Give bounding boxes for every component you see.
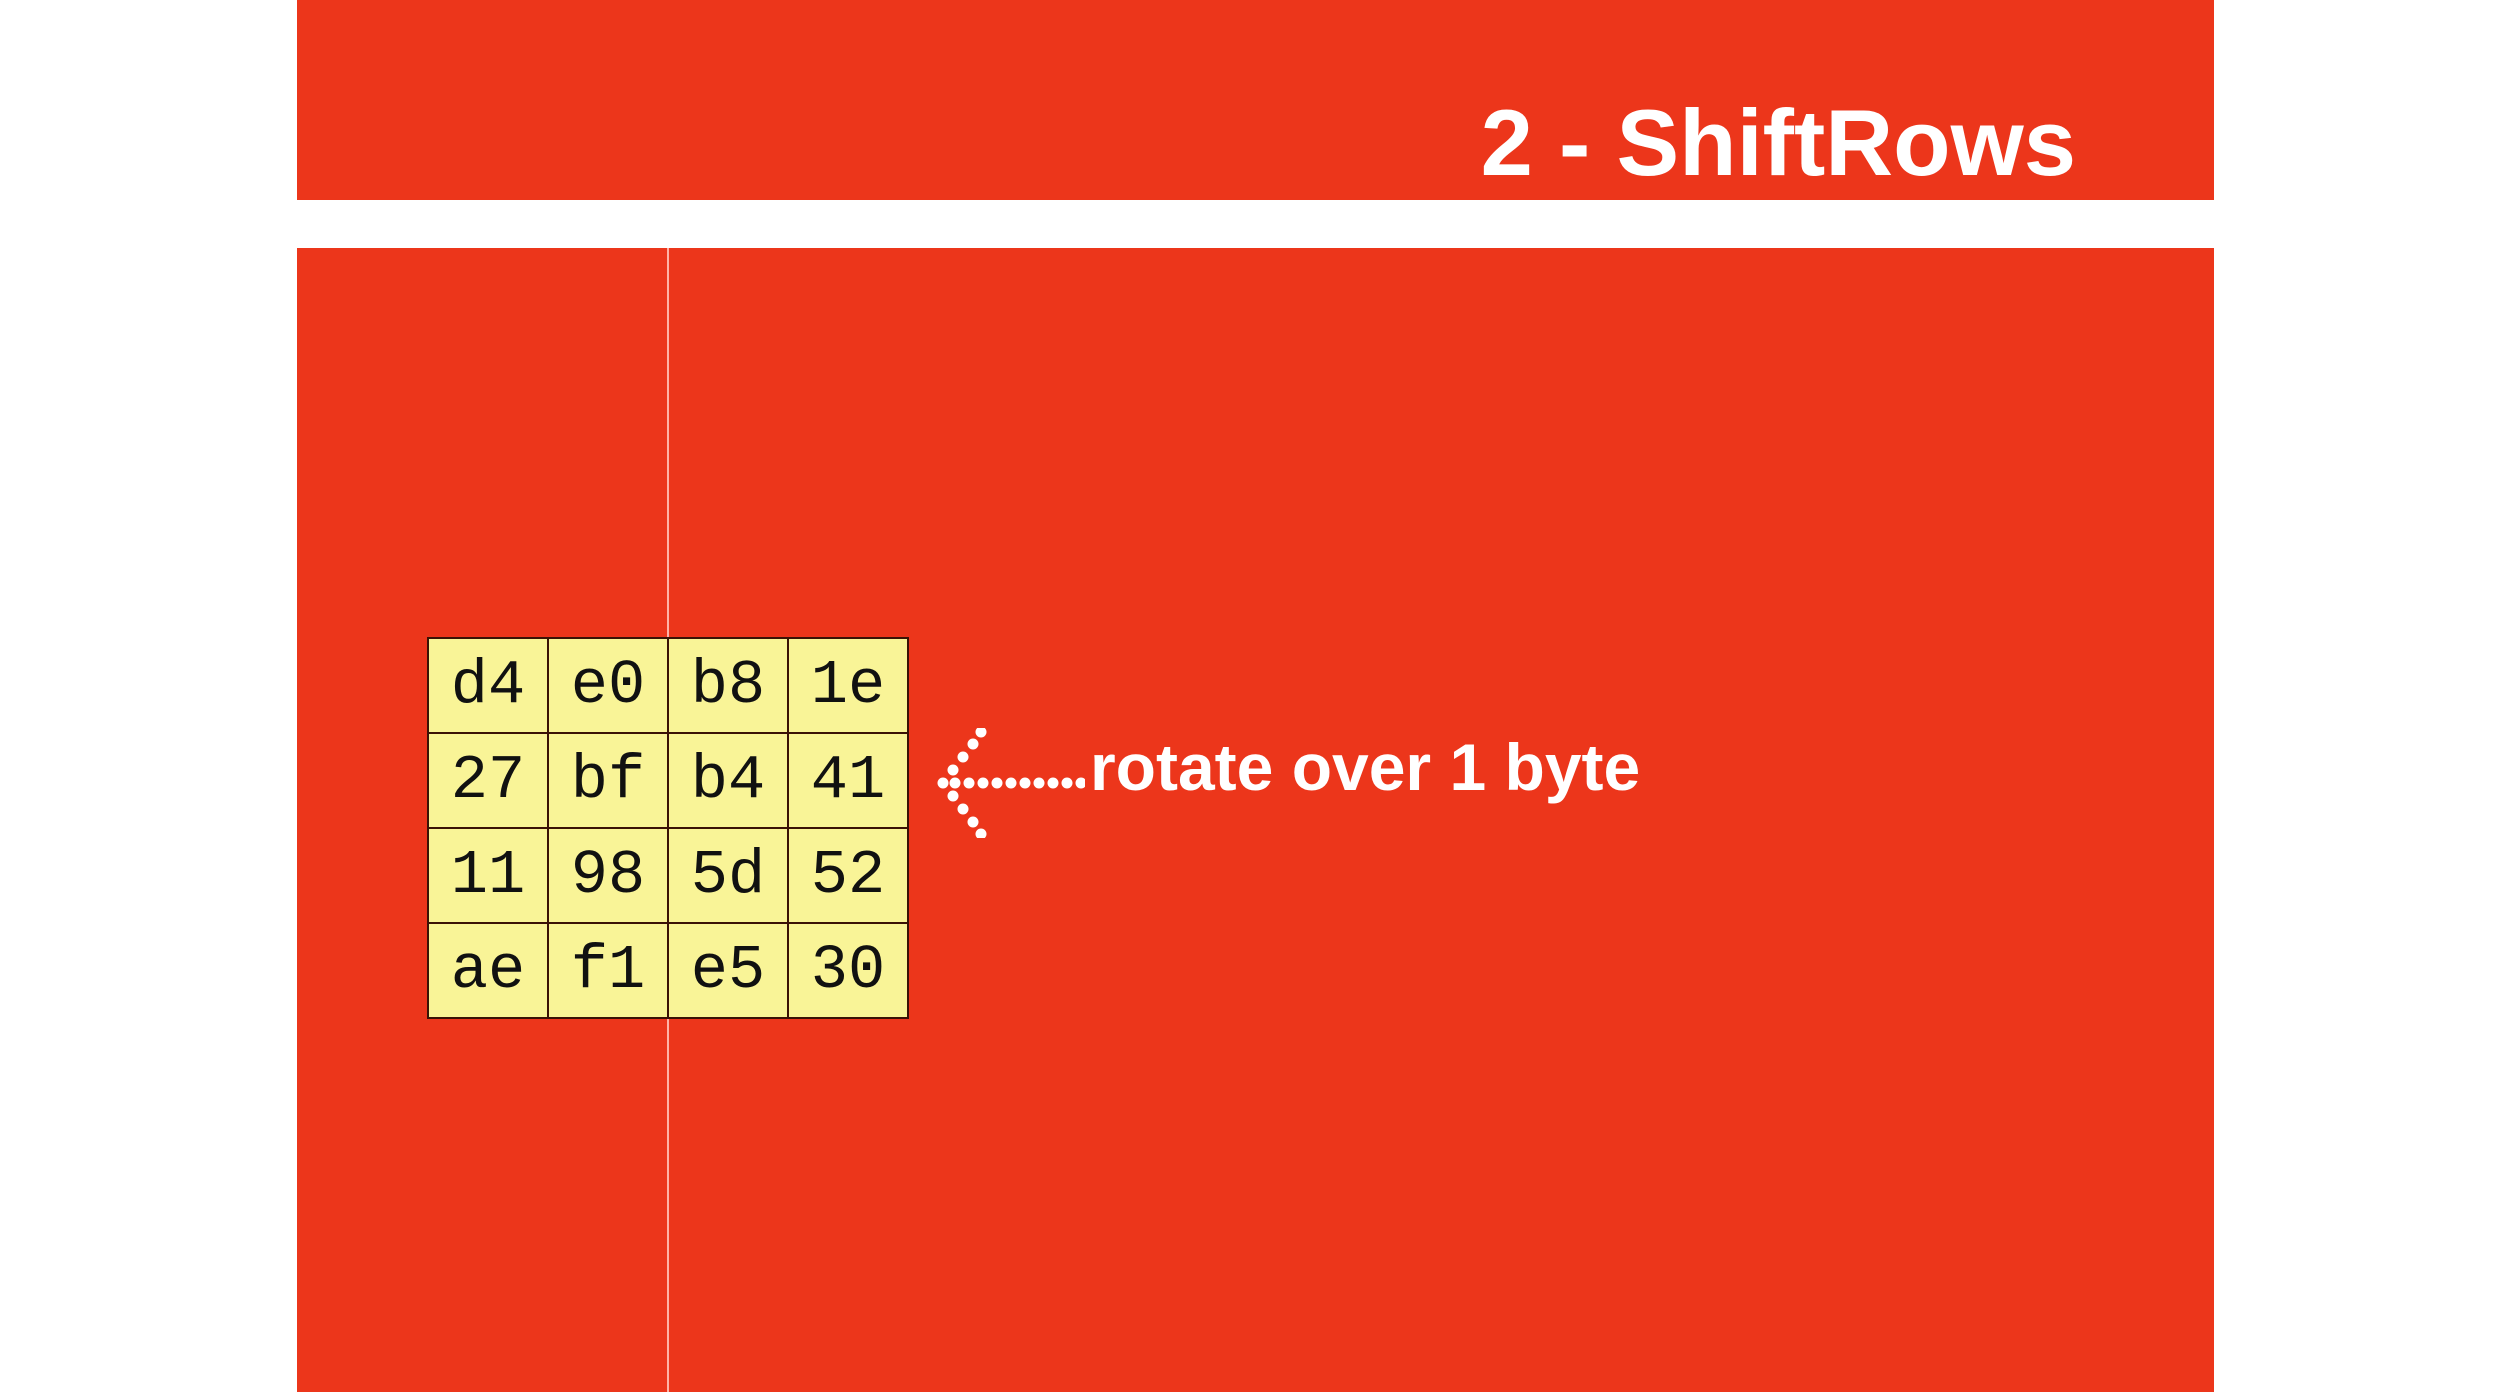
matrix-cell: b4 (669, 734, 789, 829)
header-band: 2 - ShiftRows (297, 0, 2214, 200)
matrix-cell: e5 (669, 924, 789, 1019)
state-matrix: d4 e0 b8 1e 27 bf b4 41 11 98 5d 52 ae f1 e5 30 (427, 637, 909, 1019)
matrix-cell: 11 (429, 829, 549, 924)
matrix-cell: 41 (789, 734, 909, 829)
matrix-cell: 98 (549, 829, 669, 924)
matrix-cell: e0 (549, 639, 669, 734)
rotate-annotation: rotate over 1 byte (1090, 730, 1641, 804)
matrix-cell: 30 (789, 924, 909, 1019)
matrix-cell: 5d (669, 829, 789, 924)
slide-title: 2 - ShiftRows (1480, 90, 2076, 195)
matrix-cell: d4 (429, 639, 549, 734)
matrix-cell: ae (429, 924, 549, 1019)
matrix-cell: 52 (789, 829, 909, 924)
matrix-cell: b8 (669, 639, 789, 734)
dotted-left-arrow-icon (937, 728, 1085, 838)
matrix-cell: 27 (429, 734, 549, 829)
content-panel: d4 e0 b8 1e 27 bf b4 41 11 98 5d 52 ae f1 e5 30 (297, 248, 2214, 1392)
matrix-cell: f1 (549, 924, 669, 1019)
matrix-cell: bf (549, 734, 669, 829)
matrix-cell: 1e (789, 639, 909, 734)
